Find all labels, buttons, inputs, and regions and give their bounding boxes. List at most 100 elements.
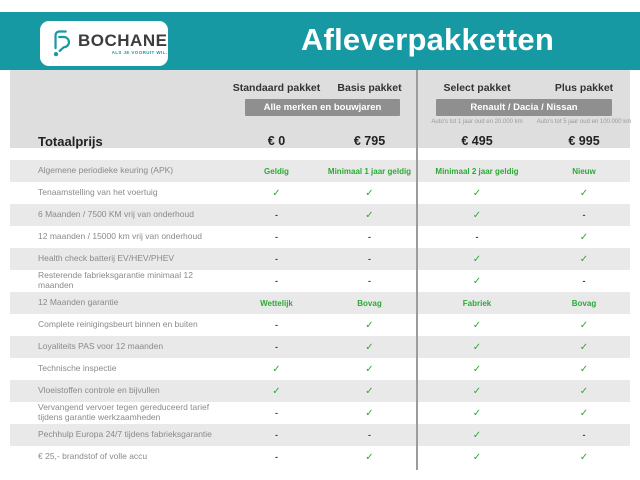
- check-icon: ✓: [472, 275, 482, 287]
- group-badges-row: Alle merken en bouwjaren Renault / Dacia…: [10, 99, 630, 116]
- table-row: Tenaamstelling van het voertuig ✓ ✓ ✓ ✓: [10, 182, 630, 204]
- table-row: Vloeistoffen controle en bijvullen ✓ ✓ ✓ ✓: [10, 380, 630, 402]
- check-icon: ✓: [272, 187, 281, 199]
- table-row: Resterende fabrieksgarantie minimaal 12 …: [10, 270, 630, 292]
- spacer-cell: [10, 117, 230, 127]
- spacer-cell: [10, 79, 230, 96]
- column-title-select: Select pakket: [443, 81, 511, 94]
- dash-mark: -: [275, 430, 278, 440]
- column-titles-row: Standaard pakket Basis pakket Select pak…: [10, 70, 630, 96]
- badge-wrap-renault-dacia-nissan: Renault / Dacia / Nissan: [416, 99, 630, 116]
- column-notes-row: Auto's tot 1 jaar oud en 20.000 km Auto'…: [10, 117, 632, 127]
- header-bar: BOCHANE ALS JE VOORUIT WIL. Afleverpakke…: [0, 12, 640, 70]
- dash-mark: -: [275, 320, 278, 330]
- check-icon: ✓: [472, 451, 482, 463]
- check-icon: ✓: [272, 363, 281, 375]
- price-select: € 495: [461, 134, 493, 148]
- row-label: € 25,- brandstof of volle accu: [38, 451, 148, 462]
- column-divider: [416, 70, 418, 470]
- check-icon: ✓: [365, 319, 374, 331]
- check-icon: ✓: [472, 209, 482, 221]
- check-icon: ✓: [365, 187, 374, 199]
- row-label: Vervangend vervoer tegen gereduceerd tar…: [38, 402, 210, 422]
- check-icon: ✓: [365, 451, 374, 463]
- brand-text: BOCHANE ALS JE VOORUIT WIL.: [78, 32, 167, 56]
- price-standaard: € 0: [267, 134, 286, 148]
- dash-mark: -: [582, 430, 586, 440]
- value-text: Minimaal 1 jaar geldig: [327, 166, 412, 176]
- table-header: Standaard pakket Basis pakket Select pak…: [10, 70, 632, 149]
- column-title-basis: Basis pakket: [337, 81, 402, 94]
- row-label: Health check batterij EV/HEV/PHEV: [38, 253, 175, 264]
- check-icon: ✓: [365, 341, 374, 353]
- column-note-select: Auto's tot 1 jaar oud en 20.000 km: [431, 119, 523, 125]
- value-text: Minimaal 2 jaar geldig: [435, 166, 519, 176]
- group-badge-all-brands: Alle merken en bouwjaren: [245, 99, 400, 116]
- dash-mark: -: [368, 276, 371, 286]
- table-row: Technische inspectie ✓ ✓ ✓ ✓: [10, 358, 630, 380]
- check-icon: ✓: [579, 385, 589, 397]
- price-basis: € 795: [353, 134, 386, 148]
- totaalprijs-label: Totaalprijs: [38, 133, 103, 149]
- table-row: 12 Maanden garantie Wettelijk Bovag Fabriek…: [10, 292, 630, 314]
- dash-mark: -: [368, 254, 371, 264]
- brand-tagline: ALS JE VOORUIT WIL.: [111, 49, 168, 55]
- check-icon: ✓: [579, 231, 589, 243]
- row-label: 12 maanden / 15000 km vrij van onderhoud: [38, 231, 202, 242]
- column-title-plus: Plus pakket: [554, 81, 614, 94]
- row-label: Tenaamstelling van het voertuig: [38, 187, 158, 198]
- dash-mark: -: [275, 276, 278, 286]
- row-label: Loyaliteits PAS voor 12 maanden: [38, 341, 164, 352]
- page-title: Afleverpakketten: [300, 22, 555, 57]
- dash-mark: -: [582, 210, 586, 220]
- value-text: Bovag: [571, 298, 597, 308]
- check-icon: ✓: [579, 341, 589, 353]
- dash-mark: -: [275, 342, 278, 352]
- check-icon: ✓: [579, 363, 589, 375]
- row-label: Pechhulp Europa 24/7 tijdens fabrieksgar…: [38, 429, 212, 440]
- brand-logo: BOCHANE ALS JE VOORUIT WIL.: [40, 21, 168, 66]
- check-icon: ✓: [472, 187, 482, 199]
- check-icon: ✓: [579, 407, 589, 419]
- dash-mark: -: [368, 430, 371, 440]
- table-row: Health check batterij EV/HEV/PHEV - - ✓ ✓: [10, 248, 630, 270]
- spacer-cell: [230, 117, 323, 127]
- row-label: Complete reinigingsbeurt binnen en buite…: [38, 319, 198, 330]
- value-text: Fabriek: [462, 298, 492, 308]
- dash-mark: -: [275, 210, 278, 220]
- table-row: Loyaliteits PAS voor 12 maanden - ✓ ✓ ✓: [10, 336, 630, 358]
- badge-wrap-all-brands: Alle merken en bouwjaren: [230, 99, 416, 116]
- value-text: Wettelijk: [260, 298, 293, 308]
- row-label: Vloeistoffen controle en bijvullen: [38, 385, 160, 396]
- check-icon: ✓: [365, 363, 374, 375]
- group-badge-renault-dacia-nissan: Renault / Dacia / Nissan: [436, 99, 612, 116]
- spacer-cell: [10, 99, 230, 116]
- feature-rows: Algemene periodieke keuring (APK) Geldig M…: [10, 160, 630, 468]
- row-label: Technische inspectie: [38, 363, 117, 374]
- table-row: € 25,- brandstof of volle accu - ✓ ✓ ✓: [10, 446, 630, 468]
- dash-mark: -: [475, 232, 479, 242]
- column-note-plus: Auto's tot 5 jaar oud en 100.000 km: [536, 119, 632, 125]
- bochane-logo-icon: [53, 30, 70, 57]
- check-icon: ✓: [365, 209, 374, 221]
- table-row: 6 Maanden / 7500 KM vrij van onderhoud - ✓…: [10, 204, 630, 226]
- check-icon: ✓: [365, 407, 374, 419]
- dash-mark: -: [368, 232, 371, 242]
- check-icon: ✓: [365, 385, 374, 397]
- dash-mark: -: [582, 276, 586, 286]
- check-icon: ✓: [579, 187, 589, 199]
- pricing-table: Standaard pakket Basis pakket Select pak…: [10, 70, 632, 468]
- column-title-standaard: Standaard pakket: [232, 81, 321, 94]
- value-text: Bovag: [357, 298, 382, 308]
- check-icon: ✓: [472, 253, 482, 265]
- table-row: Algemene periodieke keuring (APK) Geldig M…: [10, 160, 630, 182]
- table-row: Pechhulp Europa 24/7 tijdens fabrieksgar…: [10, 424, 630, 446]
- brand-name: BOCHANE: [78, 30, 168, 50]
- dash-mark: -: [275, 254, 278, 264]
- row-label: Algemene periodieke keuring (APK): [38, 165, 174, 176]
- row-label: 6 Maanden / 7500 KM vrij van onderhoud: [38, 209, 194, 220]
- dash-mark: -: [275, 408, 278, 418]
- spacer-cell: [323, 117, 416, 127]
- check-icon: ✓: [472, 319, 482, 331]
- check-icon: ✓: [579, 253, 589, 265]
